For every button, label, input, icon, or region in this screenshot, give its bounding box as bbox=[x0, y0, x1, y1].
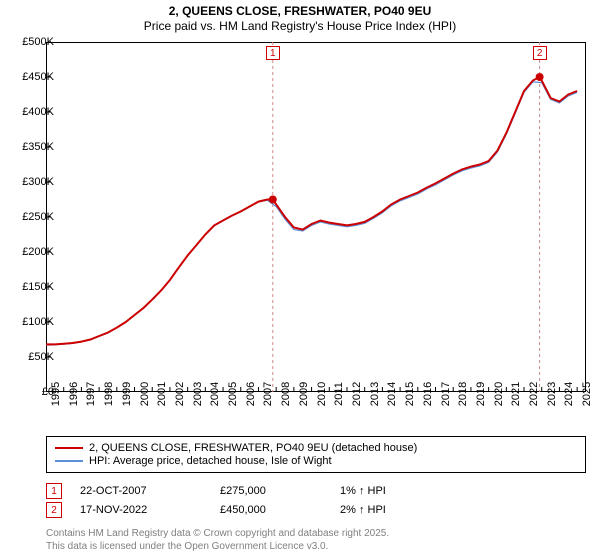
marker-table-row: 2 17-NOV-2022£450,0002% ↑ HPI bbox=[46, 502, 586, 518]
xtick-label: 2001 bbox=[156, 382, 168, 406]
xtick-label: 2022 bbox=[528, 382, 540, 406]
ytick-label: £250K bbox=[22, 211, 54, 223]
xtick-label: 2023 bbox=[546, 382, 558, 406]
title-line2: Price paid vs. HM Land Registry's House … bbox=[0, 19, 600, 34]
xtick-label: 2005 bbox=[227, 382, 239, 406]
chart-container: 2, QUEENS CLOSE, FRESHWATER, PO40 9EU Pr… bbox=[0, 0, 600, 560]
legend-row: 2, QUEENS CLOSE, FRESHWATER, PO40 9EU (d… bbox=[55, 442, 577, 454]
marker-table-price: £275,000 bbox=[220, 485, 340, 497]
footnote: Contains HM Land Registry data © Crown c… bbox=[46, 528, 586, 553]
ytick-label: £150K bbox=[22, 281, 54, 293]
xtick-label: 2000 bbox=[139, 382, 151, 406]
title-block: 2, QUEENS CLOSE, FRESHWATER, PO40 9EU Pr… bbox=[0, 0, 600, 34]
xtick-label: 1998 bbox=[103, 382, 115, 406]
ytick-label: £350K bbox=[22, 141, 54, 153]
footnote-line2: This data is licensed under the Open Gov… bbox=[46, 541, 586, 554]
marker-table-pct: 1% ↑ HPI bbox=[340, 485, 460, 497]
footnote-line1: Contains HM Land Registry data © Crown c… bbox=[46, 528, 586, 541]
xtick-label: 2016 bbox=[422, 382, 434, 406]
xtick-label: 2006 bbox=[245, 382, 257, 406]
ytick-label: £100K bbox=[22, 316, 54, 328]
xtick-label: 2004 bbox=[209, 382, 221, 406]
xtick-label: 2003 bbox=[192, 382, 204, 406]
xtick-label: 2019 bbox=[475, 382, 487, 406]
marker-table-price: £450,000 bbox=[220, 504, 340, 516]
xtick-label: 2008 bbox=[280, 382, 292, 406]
xtick-label: 1997 bbox=[85, 382, 97, 406]
marker-table-pct: 2% ↑ HPI bbox=[340, 504, 460, 516]
ytick-label: £300K bbox=[22, 176, 54, 188]
xtick-label: 2025 bbox=[581, 382, 593, 406]
xtick-label: 2010 bbox=[316, 382, 328, 406]
xtick-label: 2009 bbox=[298, 382, 310, 406]
marker-table-date: 22-OCT-2007 bbox=[80, 485, 220, 497]
legend-row: HPI: Average price, detached house, Isle… bbox=[55, 455, 577, 467]
legend-label: HPI: Average price, detached house, Isle… bbox=[89, 455, 332, 467]
marker-table-row: 1 22-OCT-2007£275,0001% ↑ HPI bbox=[46, 483, 586, 499]
ytick-label: £50K bbox=[28, 351, 54, 363]
chart-marker-tag: 1 bbox=[266, 46, 280, 60]
xtick-label: 2018 bbox=[457, 382, 469, 406]
title-line1: 2, QUEENS CLOSE, FRESHWATER, PO40 9EU bbox=[0, 4, 600, 19]
xtick-label: 1999 bbox=[121, 382, 133, 406]
chart-svg bbox=[46, 42, 586, 392]
legend-line-swatch bbox=[55, 447, 83, 449]
xtick-label: 2024 bbox=[563, 382, 575, 406]
xtick-label: 2020 bbox=[493, 382, 505, 406]
ytick-label: £450K bbox=[22, 71, 54, 83]
legend-label: 2, QUEENS CLOSE, FRESHWATER, PO40 9EU (d… bbox=[89, 442, 417, 454]
xtick-label: 2011 bbox=[333, 382, 345, 406]
ytick-label: £200K bbox=[22, 246, 54, 258]
legend-line-swatch bbox=[55, 460, 83, 461]
marker-table-date: 17-NOV-2022 bbox=[80, 504, 220, 516]
xtick-label: 2007 bbox=[262, 382, 274, 406]
marker-table: 1 22-OCT-2007£275,0001% ↑ HPI 2 17-NOV-2022… bbox=[46, 480, 586, 521]
xtick-label: 2002 bbox=[174, 382, 186, 406]
xtick-label: 1995 bbox=[50, 382, 62, 406]
xtick-label: 2015 bbox=[404, 382, 416, 406]
xtick-label: 2021 bbox=[510, 382, 522, 406]
chart-area bbox=[46, 42, 586, 392]
xtick-label: 1996 bbox=[68, 382, 80, 406]
xtick-label: 2013 bbox=[369, 382, 381, 406]
xtick-label: 2014 bbox=[386, 382, 398, 406]
xtick-label: 2012 bbox=[351, 382, 363, 406]
marker-table-tag: 2 bbox=[46, 502, 62, 518]
legend-box: 2, QUEENS CLOSE, FRESHWATER, PO40 9EU (d… bbox=[46, 436, 586, 473]
ytick-label: £500K bbox=[22, 36, 54, 48]
marker-table-tag: 1 bbox=[46, 483, 62, 499]
xtick-label: 2017 bbox=[440, 382, 452, 406]
ytick-label: £400K bbox=[22, 106, 54, 118]
chart-marker-tag: 2 bbox=[533, 46, 547, 60]
